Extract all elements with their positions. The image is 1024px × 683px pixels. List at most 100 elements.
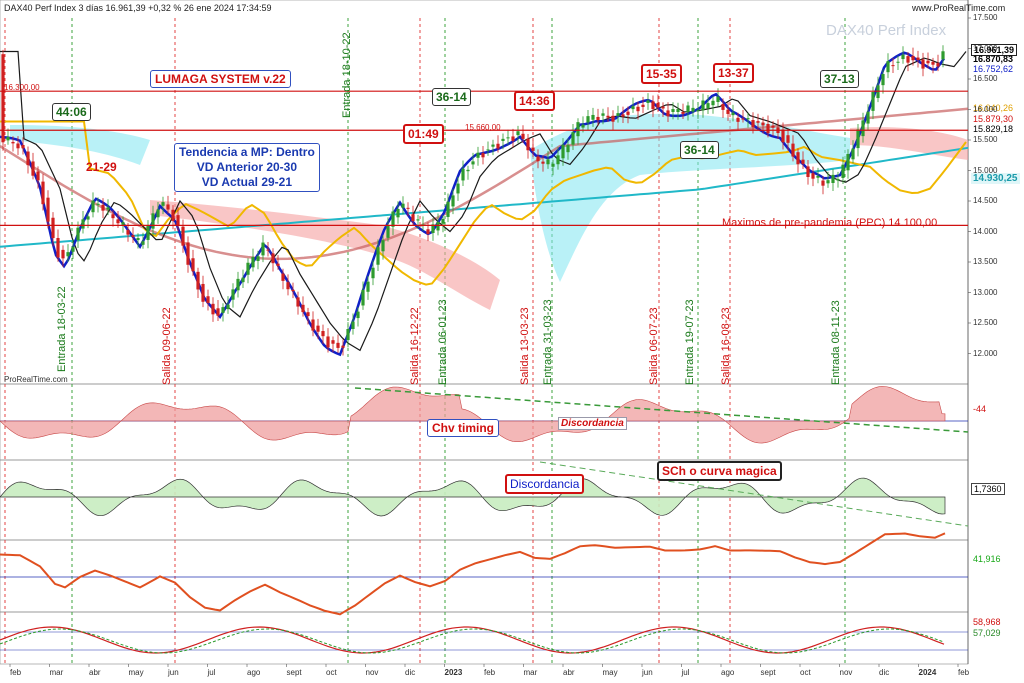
- candle-body: [771, 125, 775, 128]
- y-tick-label: 16.500: [973, 74, 998, 83]
- candle-body: [556, 155, 560, 165]
- x-tick-label: 2023: [444, 668, 463, 677]
- y-tick-label: 17.000: [973, 43, 998, 53]
- chart-header-title: DAX40 Perf Index 3 días 16.961,39 +0,32 …: [4, 3, 272, 13]
- x-tick-label: dic: [879, 668, 890, 677]
- candle-body: [756, 121, 760, 123]
- chv-timing-label: Chv timing: [427, 419, 499, 437]
- candle-body: [656, 102, 660, 108]
- candle-body: [101, 204, 105, 211]
- candle-body: [396, 208, 400, 218]
- x-tick-label: feb: [958, 668, 970, 677]
- sch-value: 1,7360: [971, 483, 1005, 495]
- candle-body: [316, 325, 320, 332]
- candle-body: [171, 209, 175, 221]
- y-tick-label: 14.000: [973, 226, 998, 236]
- x-tick-label: 2024: [918, 668, 937, 677]
- candle-body: [601, 113, 605, 116]
- candle-body: [491, 144, 495, 147]
- price-4: 16.040,26: [973, 103, 1014, 113]
- candle-body: [311, 319, 315, 331]
- candle-body: [496, 143, 500, 149]
- candle-body: [821, 180, 825, 186]
- candle-body: [411, 214, 415, 222]
- candle-body: [711, 100, 715, 106]
- candle-body: [181, 226, 185, 246]
- candle-body: [746, 118, 750, 120]
- site-url[interactable]: www.ProRealTime.com: [912, 3, 1006, 13]
- candle-body: [591, 114, 595, 120]
- candle-body: [196, 271, 200, 290]
- candle-body: [706, 103, 710, 109]
- candle-body: [1, 54, 5, 143]
- chv-value: -44: [973, 404, 987, 414]
- candle-body: [931, 61, 935, 65]
- candle-body: [356, 311, 360, 319]
- candle-body: [516, 131, 520, 136]
- candle-body: [336, 342, 340, 348]
- candle-body: [866, 111, 870, 124]
- candle-body: [151, 213, 155, 229]
- candle-body: [726, 109, 730, 114]
- candle-body: [651, 101, 655, 110]
- signal-entrada-18-03-22: Entrada 18-03-22: [56, 286, 68, 372]
- discordancia-1: Discordancia: [558, 417, 627, 430]
- candle-body: [361, 289, 365, 306]
- candle-body: [366, 281, 370, 292]
- candle-body: [936, 63, 940, 67]
- price-7: 14.930,25: [971, 173, 1020, 184]
- candle-body: [31, 161, 35, 176]
- candle-body: [286, 282, 290, 290]
- candle-body: [266, 249, 270, 251]
- candle-body: [461, 168, 465, 181]
- candle-body: [376, 247, 380, 265]
- candle-body: [641, 104, 645, 107]
- candle-body: [381, 240, 385, 252]
- candle-body: [646, 100, 650, 103]
- badge-01-49: 01:49: [403, 124, 444, 144]
- candle-body: [551, 163, 555, 167]
- candle-body: [136, 238, 140, 241]
- candle-body: [906, 56, 910, 63]
- candle-body: [206, 296, 210, 303]
- candle-body: [91, 200, 95, 213]
- level-16300-label: 16.300,00: [4, 83, 40, 92]
- candle-body: [106, 207, 110, 210]
- candle-body: [76, 227, 80, 241]
- badge-37-13: 37-13: [820, 70, 859, 88]
- candle-body: [156, 209, 160, 218]
- x-tick-label: nov: [365, 668, 379, 677]
- candle-body: [736, 117, 740, 122]
- candle-body: [296, 297, 300, 307]
- candle-body: [681, 111, 685, 114]
- candle-body: [891, 65, 895, 67]
- chv-oscillator: [0, 386, 946, 444]
- candle-body: [21, 144, 25, 149]
- sch-oscillator: [0, 477, 946, 517]
- y-tick-label: 16.000: [973, 104, 998, 114]
- candle-body: [86, 216, 90, 220]
- candle-body: [486, 149, 490, 151]
- candle-body: [66, 252, 70, 257]
- x-tick-label: oct: [800, 668, 811, 677]
- candle-body: [191, 258, 195, 272]
- price-2: 16.870,83: [973, 54, 1014, 64]
- price-6: 15.829,18: [973, 124, 1014, 134]
- candle-body: [701, 100, 705, 111]
- ma-blue: [0, 51, 946, 357]
- signal-entrada-08-11-23: Entrada 08-11-23: [830, 300, 842, 385]
- x-tick-label: ago: [247, 668, 261, 677]
- candle-body: [536, 156, 540, 162]
- x-tick-label: feb: [10, 668, 22, 677]
- x-tick-label: oct: [326, 668, 337, 677]
- signal-salida-09-06-22: Salida 09-06-22: [161, 307, 173, 385]
- candle-body: [261, 242, 265, 256]
- candle-body: [686, 105, 690, 112]
- candle-body: [521, 133, 525, 139]
- badge-44-06: 44:06: [52, 103, 91, 121]
- candle-body: [116, 219, 120, 224]
- candle-body: [721, 104, 725, 110]
- candle-body: [636, 106, 640, 112]
- candle-body: [201, 283, 205, 302]
- candle-body: [786, 135, 790, 143]
